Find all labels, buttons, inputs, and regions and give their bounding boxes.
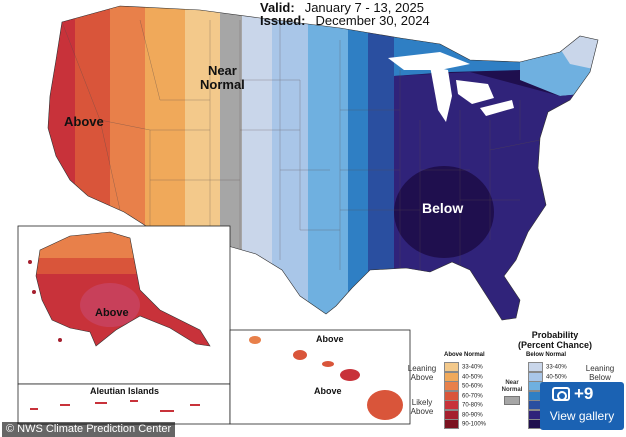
leaning-below-line2: Below (589, 373, 611, 382)
legend-above-header: Above Normal (444, 352, 485, 358)
legend-above-swatch (444, 409, 459, 420)
image-credit: © NWS Climate Prediction Center (2, 422, 176, 437)
legend-above-range-label: 70-80% (462, 402, 483, 409)
gallery-count: +9 (574, 384, 594, 403)
likely-above-line2: Above (410, 407, 434, 416)
legend-leaning-above: Leaning Above (404, 364, 440, 382)
legend-below-range-label: 40-50% (546, 374, 567, 381)
label-above-west: Above (64, 114, 104, 129)
label-near-normal: Near Normal (200, 64, 245, 92)
label-hawaii-above-1: Above (316, 334, 344, 344)
near-normal-line2: Normal (200, 77, 245, 92)
conus-outline (47, 5, 599, 321)
legend-above-row: 80-90% (444, 409, 483, 420)
near-normal-line1: Near (207, 63, 237, 78)
label-aleutian-islands: Aleutian Islands (90, 386, 160, 396)
legend-above-swatch (444, 400, 459, 410)
legend-title: Probability (Percent Chance) (505, 330, 605, 350)
camera-icon (552, 387, 570, 401)
legend-below-header: Below Normal (526, 352, 567, 358)
legend-above-range-label: 40-50% (462, 374, 483, 381)
legend-likely-above: Likely Above (406, 398, 438, 416)
legend-above-swatch (444, 381, 459, 391)
legend-above-range-label: 33-40% (462, 364, 483, 371)
legend-above-swatch (444, 390, 459, 401)
legend-above-row: 33-40% (444, 362, 483, 372)
legend-near-line2: Normal (501, 387, 523, 393)
legend-below-swatch (528, 362, 543, 372)
legend-title-line1: Probability (531, 330, 579, 340)
legend-above-swatch (444, 362, 459, 372)
legend-above-row: 50-60% (444, 381, 483, 391)
hawaii-islands (249, 336, 403, 420)
legend-near-line1: Near (505, 380, 519, 386)
label-below: Below (422, 200, 464, 216)
view-gallery-button[interactable]: +9 View gallery (540, 382, 624, 430)
aleutian-islands (30, 400, 200, 412)
legend-near-normal: Near Normal (497, 380, 527, 405)
legend-above-swatch (444, 419, 459, 429)
legend-above-row: 60-70% (444, 390, 483, 401)
legend-above-row: 40-50% (444, 371, 483, 382)
legend-above-range-label: 80-90% (462, 412, 483, 419)
legend-leaning-below: Leaning Below (580, 364, 620, 382)
legend-above-swatch (444, 371, 459, 382)
valid-value: January 7 - 13, 2025 (304, 0, 424, 15)
legend-above-row: 70-80% (444, 400, 483, 410)
legend-below-row: 33-40% (528, 362, 567, 372)
legend-above-range-label: 50-60% (462, 383, 483, 390)
legend-below-range-label: 33-40% (546, 364, 567, 371)
issued-value: December 30, 2024 (315, 13, 430, 28)
valid-label: Valid: (260, 0, 295, 15)
valid-date: Valid: January 7 - 13, 2025 (260, 0, 424, 15)
legend-above-range-label: 60-70% (462, 393, 483, 400)
issued-date: Issued: December 30, 2024 (260, 13, 430, 28)
legend-near-normal-swatch (504, 396, 520, 405)
alaska-outline (35, 231, 211, 347)
likely-above-line1: Likely (411, 398, 433, 407)
issued-label: Issued: (260, 13, 306, 28)
leaning-above-line1: Leaning (407, 364, 437, 373)
label-hawaii-above-2: Above (314, 386, 342, 396)
legend-above-range-label: 90-100% (462, 421, 487, 428)
leaning-above-line2: Above (410, 373, 434, 382)
legend-below-swatch (528, 371, 543, 382)
legend-title-line2: (Percent Chance) (517, 340, 593, 350)
label-alaska-above: Above (95, 307, 129, 319)
alaska-islands (28, 260, 62, 342)
gallery-label: View gallery (549, 409, 615, 423)
legend-below-row: 40-50% (528, 371, 567, 382)
legend-above-row: 90-100% (444, 419, 486, 429)
leaning-below-line1: Leaning (585, 364, 615, 373)
